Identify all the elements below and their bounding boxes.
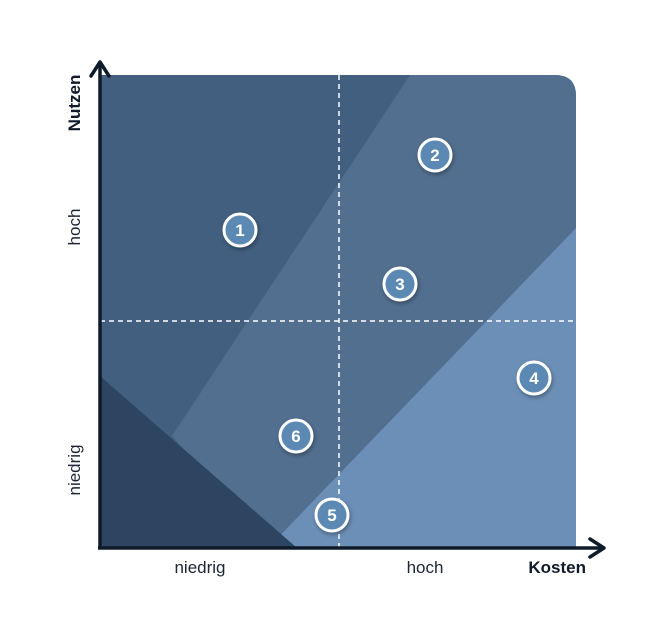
x-tick-niedrig: niedrig	[174, 558, 225, 577]
marker-circle	[516, 360, 552, 396]
marker-circle	[382, 266, 418, 302]
marker-5: 5	[314, 497, 350, 533]
x-tick-hoch: hoch	[407, 558, 444, 577]
y-tick-niedrig: niedrig	[65, 444, 84, 495]
marker-label: 2	[430, 146, 439, 165]
marker-circle	[417, 137, 453, 173]
zone-bottom-right	[268, 228, 576, 548]
marker-label: 6	[291, 427, 300, 446]
marker-circle	[222, 212, 258, 248]
marker-label: 3	[395, 275, 404, 294]
y-tick-hoch: hoch	[65, 209, 84, 246]
marker-label: 1	[235, 221, 244, 240]
zone-middle	[172, 75, 576, 548]
y-axis-arrow	[89, 60, 111, 78]
marker-label: 5	[327, 506, 336, 525]
x-axis	[98, 537, 606, 559]
zone-bottom-left	[100, 376, 297, 548]
marker-circle	[314, 497, 350, 533]
marker-6: 6	[278, 418, 314, 454]
marker-3: 3	[382, 266, 418, 302]
marker-label: 4	[529, 369, 539, 388]
marker-2: 2	[417, 137, 453, 173]
marker-circle	[278, 418, 314, 454]
markers: 1 2 3 4 5 6	[222, 137, 552, 533]
y-axis-title: Nutzen	[65, 75, 84, 132]
marker-4: 4	[516, 360, 552, 396]
x-axis-title: Kosten	[528, 558, 586, 577]
marker-1: 1	[222, 212, 258, 248]
x-axis-arrow	[588, 537, 606, 559]
y-axis	[89, 60, 111, 548]
zone-areas	[100, 75, 576, 548]
